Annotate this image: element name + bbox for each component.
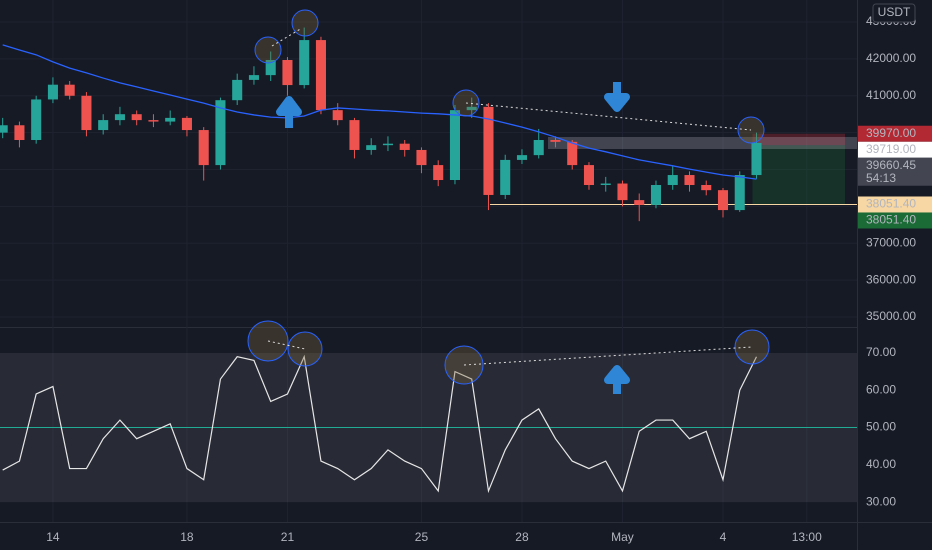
candle-body <box>215 100 226 166</box>
candle-body <box>299 40 310 86</box>
candle-body <box>533 140 544 156</box>
candle-body <box>416 149 427 166</box>
arrow-up <box>604 365 630 394</box>
x-tick-label: May <box>611 530 634 544</box>
candle-body <box>433 165 444 181</box>
divergence-line <box>271 27 303 47</box>
currency-badge <box>872 3 916 23</box>
price-marker-label: 39719.00 <box>866 142 916 156</box>
candle-body <box>31 99 42 141</box>
x-tick-label: 18 <box>180 530 194 544</box>
annotations <box>247 9 770 394</box>
x-tick-label: 4 <box>720 530 727 544</box>
candle-body <box>717 190 729 211</box>
y-tick-label: 30.00 <box>866 494 896 508</box>
candle-body <box>399 143 410 150</box>
candle-body <box>198 130 209 166</box>
currency: USDT <box>878 5 911 19</box>
candle-body <box>98 120 109 131</box>
price-marker-label: 39970.00 <box>866 126 916 140</box>
candle-body <box>248 75 259 80</box>
x-tick-label: 21 <box>281 530 295 544</box>
divergence-line <box>463 346 753 366</box>
price-marker <box>858 141 932 158</box>
candle-body <box>315 40 326 111</box>
candle-body <box>483 106 494 195</box>
y-tick-label: 35000.00 <box>866 309 916 323</box>
target-zone <box>752 133 845 146</box>
candle-body <box>14 125 25 141</box>
x-tick-label: 14 <box>46 530 60 544</box>
candle-body <box>382 143 393 146</box>
y-tick-label: 37000.00 <box>866 235 916 249</box>
price-marker-label: 38051.40 <box>866 213 916 227</box>
candle-body <box>0 125 8 133</box>
candle-body <box>232 79 243 101</box>
price-marker <box>858 125 932 142</box>
price-marker <box>858 212 932 229</box>
pivot-circle <box>254 36 282 64</box>
candle-body <box>466 106 477 111</box>
y-tick-label: 60.00 <box>866 382 896 396</box>
candle-body <box>550 140 561 142</box>
moving-average <box>2 44 757 180</box>
candle-body <box>282 59 293 86</box>
pivot-circle <box>287 331 323 367</box>
candle-body <box>701 184 712 191</box>
rsi-line <box>2 354 758 494</box>
candle-body <box>734 175 745 211</box>
candle-body <box>265 59 276 76</box>
y-tick-label: 36000.00 <box>866 272 916 286</box>
candle-body <box>583 165 595 185</box>
candle-body <box>131 114 142 121</box>
candle-body <box>64 84 75 96</box>
candle-body <box>516 155 527 160</box>
candle-body <box>114 114 125 121</box>
y-tick-label: 50.00 <box>866 420 896 434</box>
y-tick-label: 41000.00 <box>866 88 916 102</box>
candle-body <box>81 95 92 131</box>
pivot-circle <box>734 329 770 365</box>
candle-body <box>751 142 762 176</box>
candle-body <box>650 184 662 205</box>
candle-body <box>148 120 159 122</box>
candle-body <box>349 120 360 150</box>
candle-body <box>667 175 678 185</box>
arrow-up <box>276 96 302 128</box>
candle-body <box>617 183 628 201</box>
divergence-line <box>267 340 306 350</box>
x-tick-label: 28 <box>515 530 529 544</box>
candle-body <box>165 117 176 122</box>
y-tick-label: 70.00 <box>866 345 896 359</box>
candle-body <box>634 200 645 205</box>
candle-body <box>500 159 511 195</box>
arrow-down <box>604 82 630 112</box>
resistance-band <box>548 136 857 149</box>
candle-body <box>567 141 578 166</box>
x-tick-label: 25 <box>415 530 429 544</box>
price-marker <box>858 196 932 213</box>
candle-body <box>181 117 192 131</box>
candle-body <box>600 183 611 185</box>
candle-body <box>332 110 343 121</box>
y-tick-label: 40.00 <box>866 457 896 471</box>
candle-body <box>684 175 695 185</box>
candle-body <box>47 84 58 100</box>
price-marker-label: 38051.40 <box>866 197 916 211</box>
price-marker <box>858 157 932 174</box>
countdown: 54:13 <box>866 171 896 185</box>
x-tick-label: 13:00 <box>792 530 822 544</box>
price-marker-label: 39660.45 <box>866 158 916 172</box>
pivot-circle <box>291 9 319 37</box>
candle-body <box>366 145 377 150</box>
profit-zone <box>752 145 845 205</box>
candle-body <box>449 110 460 181</box>
y-tick-label: 42000.00 <box>866 51 916 65</box>
countdown-bg <box>858 171 932 186</box>
